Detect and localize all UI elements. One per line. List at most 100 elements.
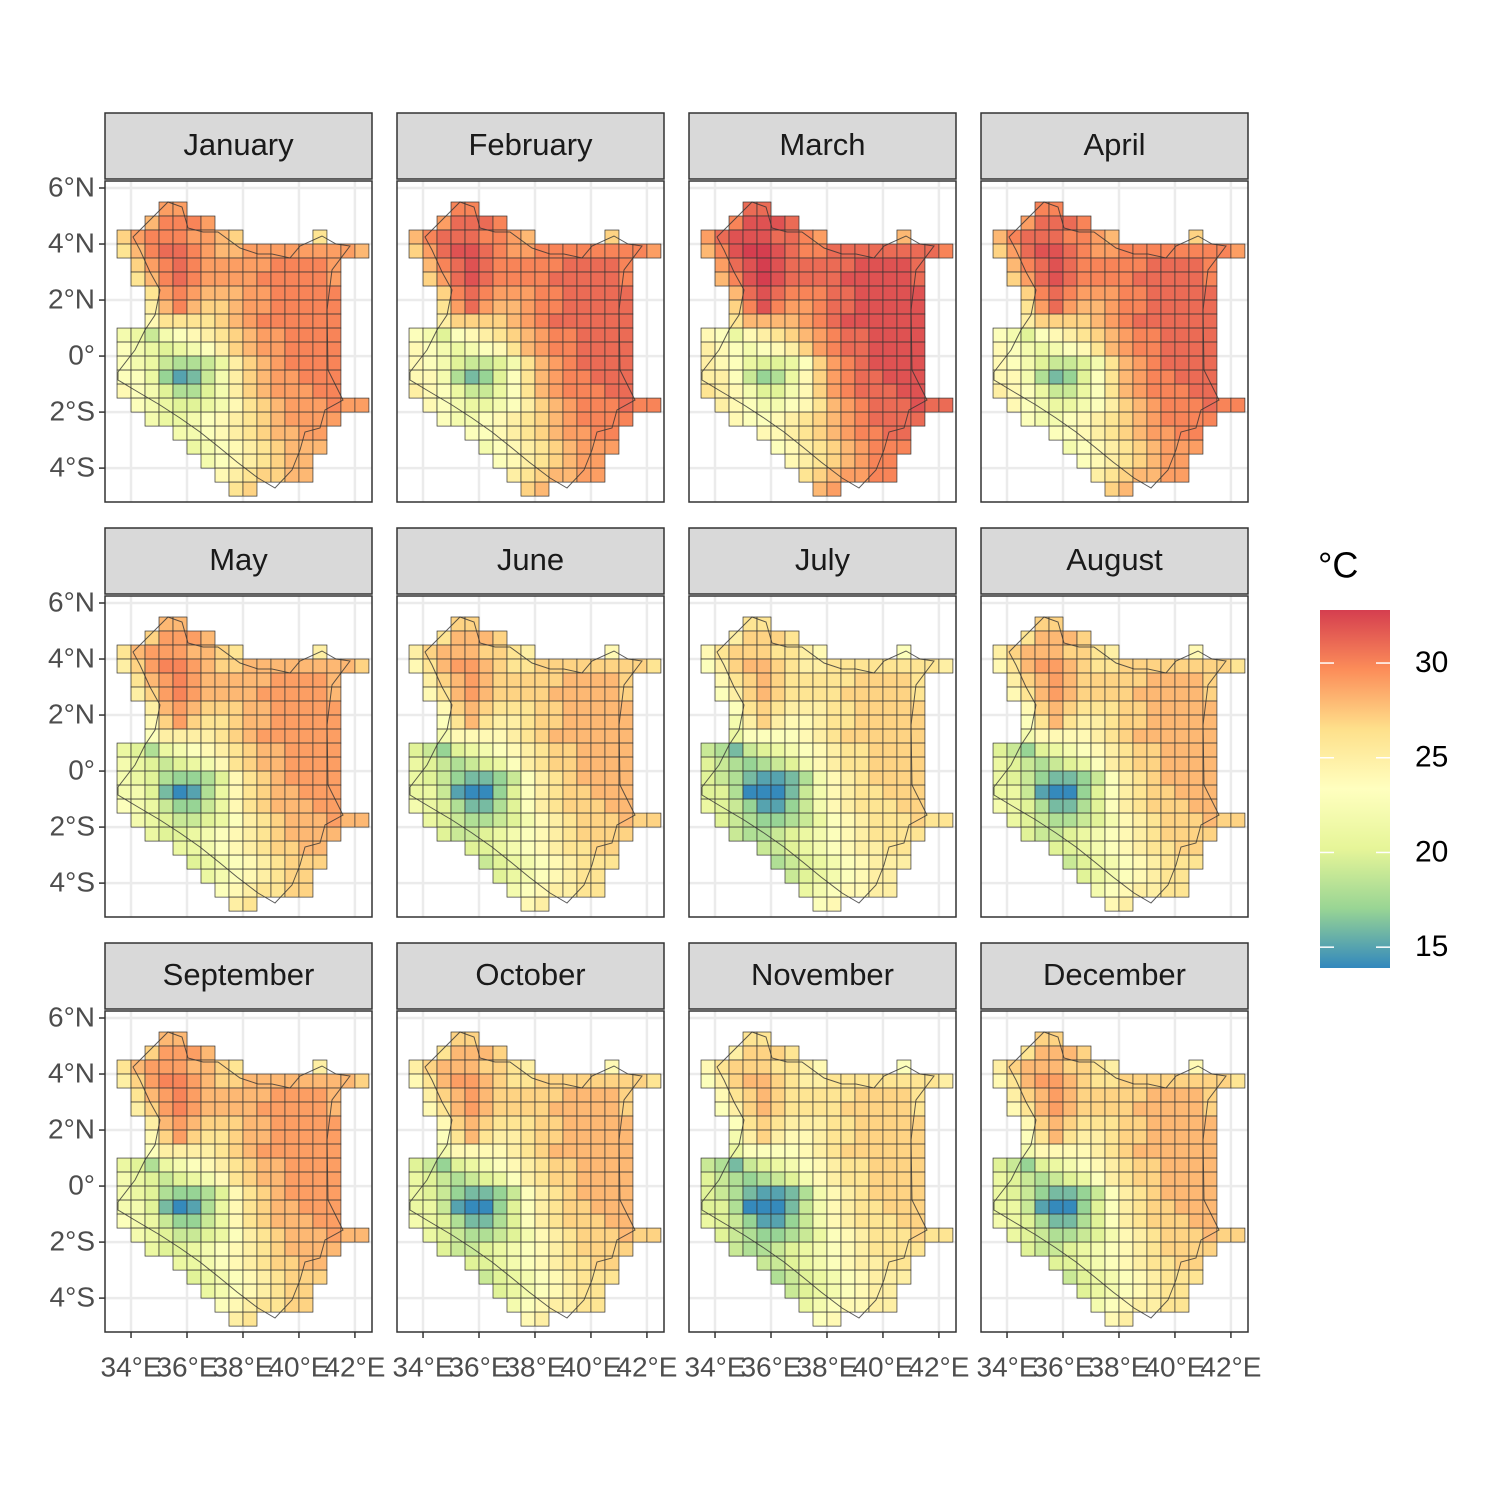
grid-cell [1034,812,1050,828]
grid-cell [812,271,828,287]
grid-cell [172,313,188,329]
grid-cell [1132,686,1148,702]
grid-cell [1146,770,1162,786]
grid-cell [798,1115,814,1131]
grid-cell [756,1073,772,1089]
grid-cell [590,1297,606,1313]
grid-cell [868,1143,884,1159]
grid-cell [214,1143,230,1159]
grid-cell [1006,770,1022,786]
grid-cell [798,355,814,371]
grid-cell [450,658,466,674]
grid-cell [1076,243,1092,259]
grid-cell [144,1185,160,1201]
grid-cell [492,313,508,329]
grid-cell [506,714,522,730]
grid-cell [756,770,772,786]
grid-cell [186,1073,202,1089]
grid-cell [742,1199,758,1215]
grid-cell [492,1101,508,1117]
grid-cell [1062,327,1078,343]
grid-cell [910,1157,926,1173]
grid-cell [172,644,188,660]
grid-cell [298,383,314,399]
grid-cell [1146,854,1162,870]
panel-border [396,180,665,503]
grid-cell [562,854,578,870]
grid-cell [284,770,300,786]
grid-cell [1118,742,1134,758]
grid-cell [840,868,856,884]
facet-strip [688,112,957,180]
grid-cell [1020,756,1036,772]
grid-cell [714,257,730,273]
grid-cell [714,1087,730,1103]
grid-cell [242,1241,258,1257]
grid-cell [714,1227,730,1243]
grid-cell [158,756,174,772]
grid-cell [506,313,522,329]
grid-cell [492,1087,508,1103]
grid-cell [436,1073,452,1089]
grid-cell [1188,313,1204,329]
grid-cell [840,467,856,483]
grid-cell [798,453,814,469]
grid-cell [158,327,174,343]
grid-cell [1146,411,1162,427]
grid-cell [700,784,716,800]
grid-cell [1104,397,1120,413]
grid-cell [1118,355,1134,371]
grid-cell [742,1129,758,1145]
grid-cell [256,658,272,674]
grid-cell [882,299,898,315]
grid-cell [590,812,606,828]
grid-cell [326,411,342,427]
grid-cell [326,243,342,259]
grid-cell [770,854,786,870]
grid-cell [742,728,758,744]
grid-cell [1034,257,1050,273]
grid-cell [1076,299,1092,315]
grid-cell [1132,882,1148,898]
grid-cell [298,700,314,716]
grid-cell [896,369,912,385]
grid-cell [422,784,438,800]
grid-cell [228,672,244,688]
facet-title: August [1066,542,1163,577]
grid-cell [1146,798,1162,814]
grid-cell [1188,1101,1204,1117]
grid-cell [548,728,564,744]
grid-cell [1160,383,1176,399]
grid-cell [1090,742,1106,758]
grid-cell [840,285,856,301]
grid-cell [1006,686,1022,702]
grid-cell [200,728,216,744]
grid-cell [186,1129,202,1145]
grid-cell [1090,700,1106,716]
grid-cell [840,1101,856,1117]
grid-cell [1020,341,1036,357]
grid-cell [1104,1129,1120,1145]
grid-cell [590,1283,606,1299]
grid-cell [478,313,494,329]
grid-cell [506,285,522,301]
grid-cell [756,229,772,245]
grid-cell [840,826,856,842]
grid-cell [130,1185,146,1201]
grid-cell [158,355,174,371]
grid-cell [492,327,508,343]
grid-cell [548,439,564,455]
grid-cell [882,1101,898,1117]
grid-cell [256,840,272,856]
grid-cell [1188,271,1204,287]
grid-cell [436,341,452,357]
grid-cell [1104,686,1120,702]
grid-cell [756,299,772,315]
grid-cell [520,756,536,772]
grid-cell [868,425,884,441]
grid-cell [618,313,634,329]
grid-cell [1160,1199,1176,1215]
grid-cell [548,341,564,357]
grid-cell [562,355,578,371]
grid-cell [130,812,146,828]
